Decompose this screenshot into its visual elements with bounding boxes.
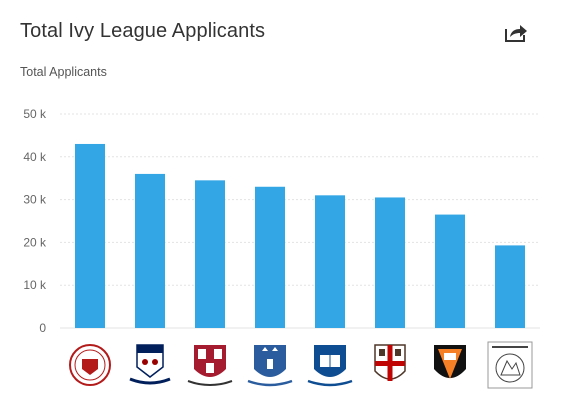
university-seal-icon — [69, 344, 111, 386]
university-seal-icon — [129, 344, 171, 385]
bar — [375, 197, 405, 328]
y-tick-label: 20 k — [23, 235, 47, 249]
bar — [255, 186, 285, 328]
bar — [75, 143, 105, 328]
y-tick-label: 30 k — [23, 193, 47, 207]
y-tick-label: 40 k — [23, 150, 47, 164]
y-tick-label: 10 k — [23, 278, 47, 292]
university-seal-icon — [187, 345, 233, 386]
share-icon[interactable] — [503, 20, 529, 44]
y-axis-label: Total Applicants — [20, 65, 107, 79]
bar — [135, 173, 165, 328]
bar — [315, 195, 345, 328]
university-seal-icon — [247, 345, 293, 387]
university-seal-icon — [374, 344, 406, 381]
university-seal-icon — [307, 345, 353, 387]
chart-title: Total Ivy League Applicants — [20, 20, 266, 42]
bar — [495, 245, 525, 328]
university-seal-icon — [434, 345, 466, 379]
y-tick-label: 50 k — [23, 107, 47, 121]
university-seal-icon — [487, 341, 533, 389]
y-tick-label: 0 — [39, 321, 46, 335]
bar — [195, 180, 225, 328]
bar — [435, 214, 465, 328]
